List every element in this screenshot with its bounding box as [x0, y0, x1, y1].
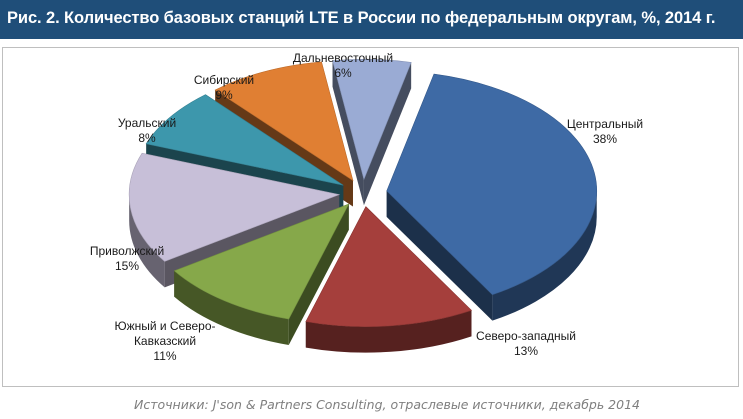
- pie-slice-volga: [128, 152, 341, 262]
- data-label-siberia: Сибирский 9%: [194, 73, 254, 102]
- pie-slice-face-far-east-end: [363, 62, 412, 206]
- pie-slice-side-central: [492, 190, 597, 321]
- data-label-ural: Уральский 8%: [118, 116, 176, 145]
- pie-slice-side-volga: [129, 194, 165, 288]
- source-note: Источники: J'son & Partners Consulting, …: [134, 397, 640, 412]
- data-label-northwest: Северо-западный 13%: [476, 329, 576, 358]
- data-label-far-east: Дальневосточный 6%: [293, 51, 393, 80]
- chart-area: Центральный 38% Северо-западный 13% Южный и …: [2, 47, 739, 387]
- chart-title: Рис. 2. Количество базовых станций LTE в…: [7, 9, 716, 27]
- data-label-volga: Приволжский 15%: [90, 244, 164, 273]
- pie-labels: Центральный 38% Северо-западный 13% Южный и …: [90, 51, 643, 363]
- data-label-south-caucasus: Южный и Северо-Кавказский 11%: [114, 319, 215, 363]
- pie-tops: [128, 59, 597, 327]
- pie-slice-face-far-east-start: [332, 60, 364, 206]
- pie-slice-ural: [145, 94, 344, 186]
- pie-slice-northwest: [305, 206, 473, 327]
- pie-chart: Центральный 38% Северо-западный 13% Южный и …: [90, 51, 643, 363]
- pie-slice-face-central-end: [386, 190, 493, 321]
- header-bar: Рис. 2. Количество базовых станций LTE в…: [0, 0, 743, 39]
- pie-slice-siberia: [214, 61, 354, 182]
- pie-slice-face-south-caucasus-start: [288, 204, 349, 346]
- data-label-central: Центральный 38%: [567, 117, 643, 146]
- pie-slice-south-caucasus: [173, 203, 350, 320]
- pie-slice-side-south-caucasus: [174, 270, 289, 346]
- pie-slice-far-east: [332, 59, 412, 181]
- pie-slice-central: [386, 73, 597, 296]
